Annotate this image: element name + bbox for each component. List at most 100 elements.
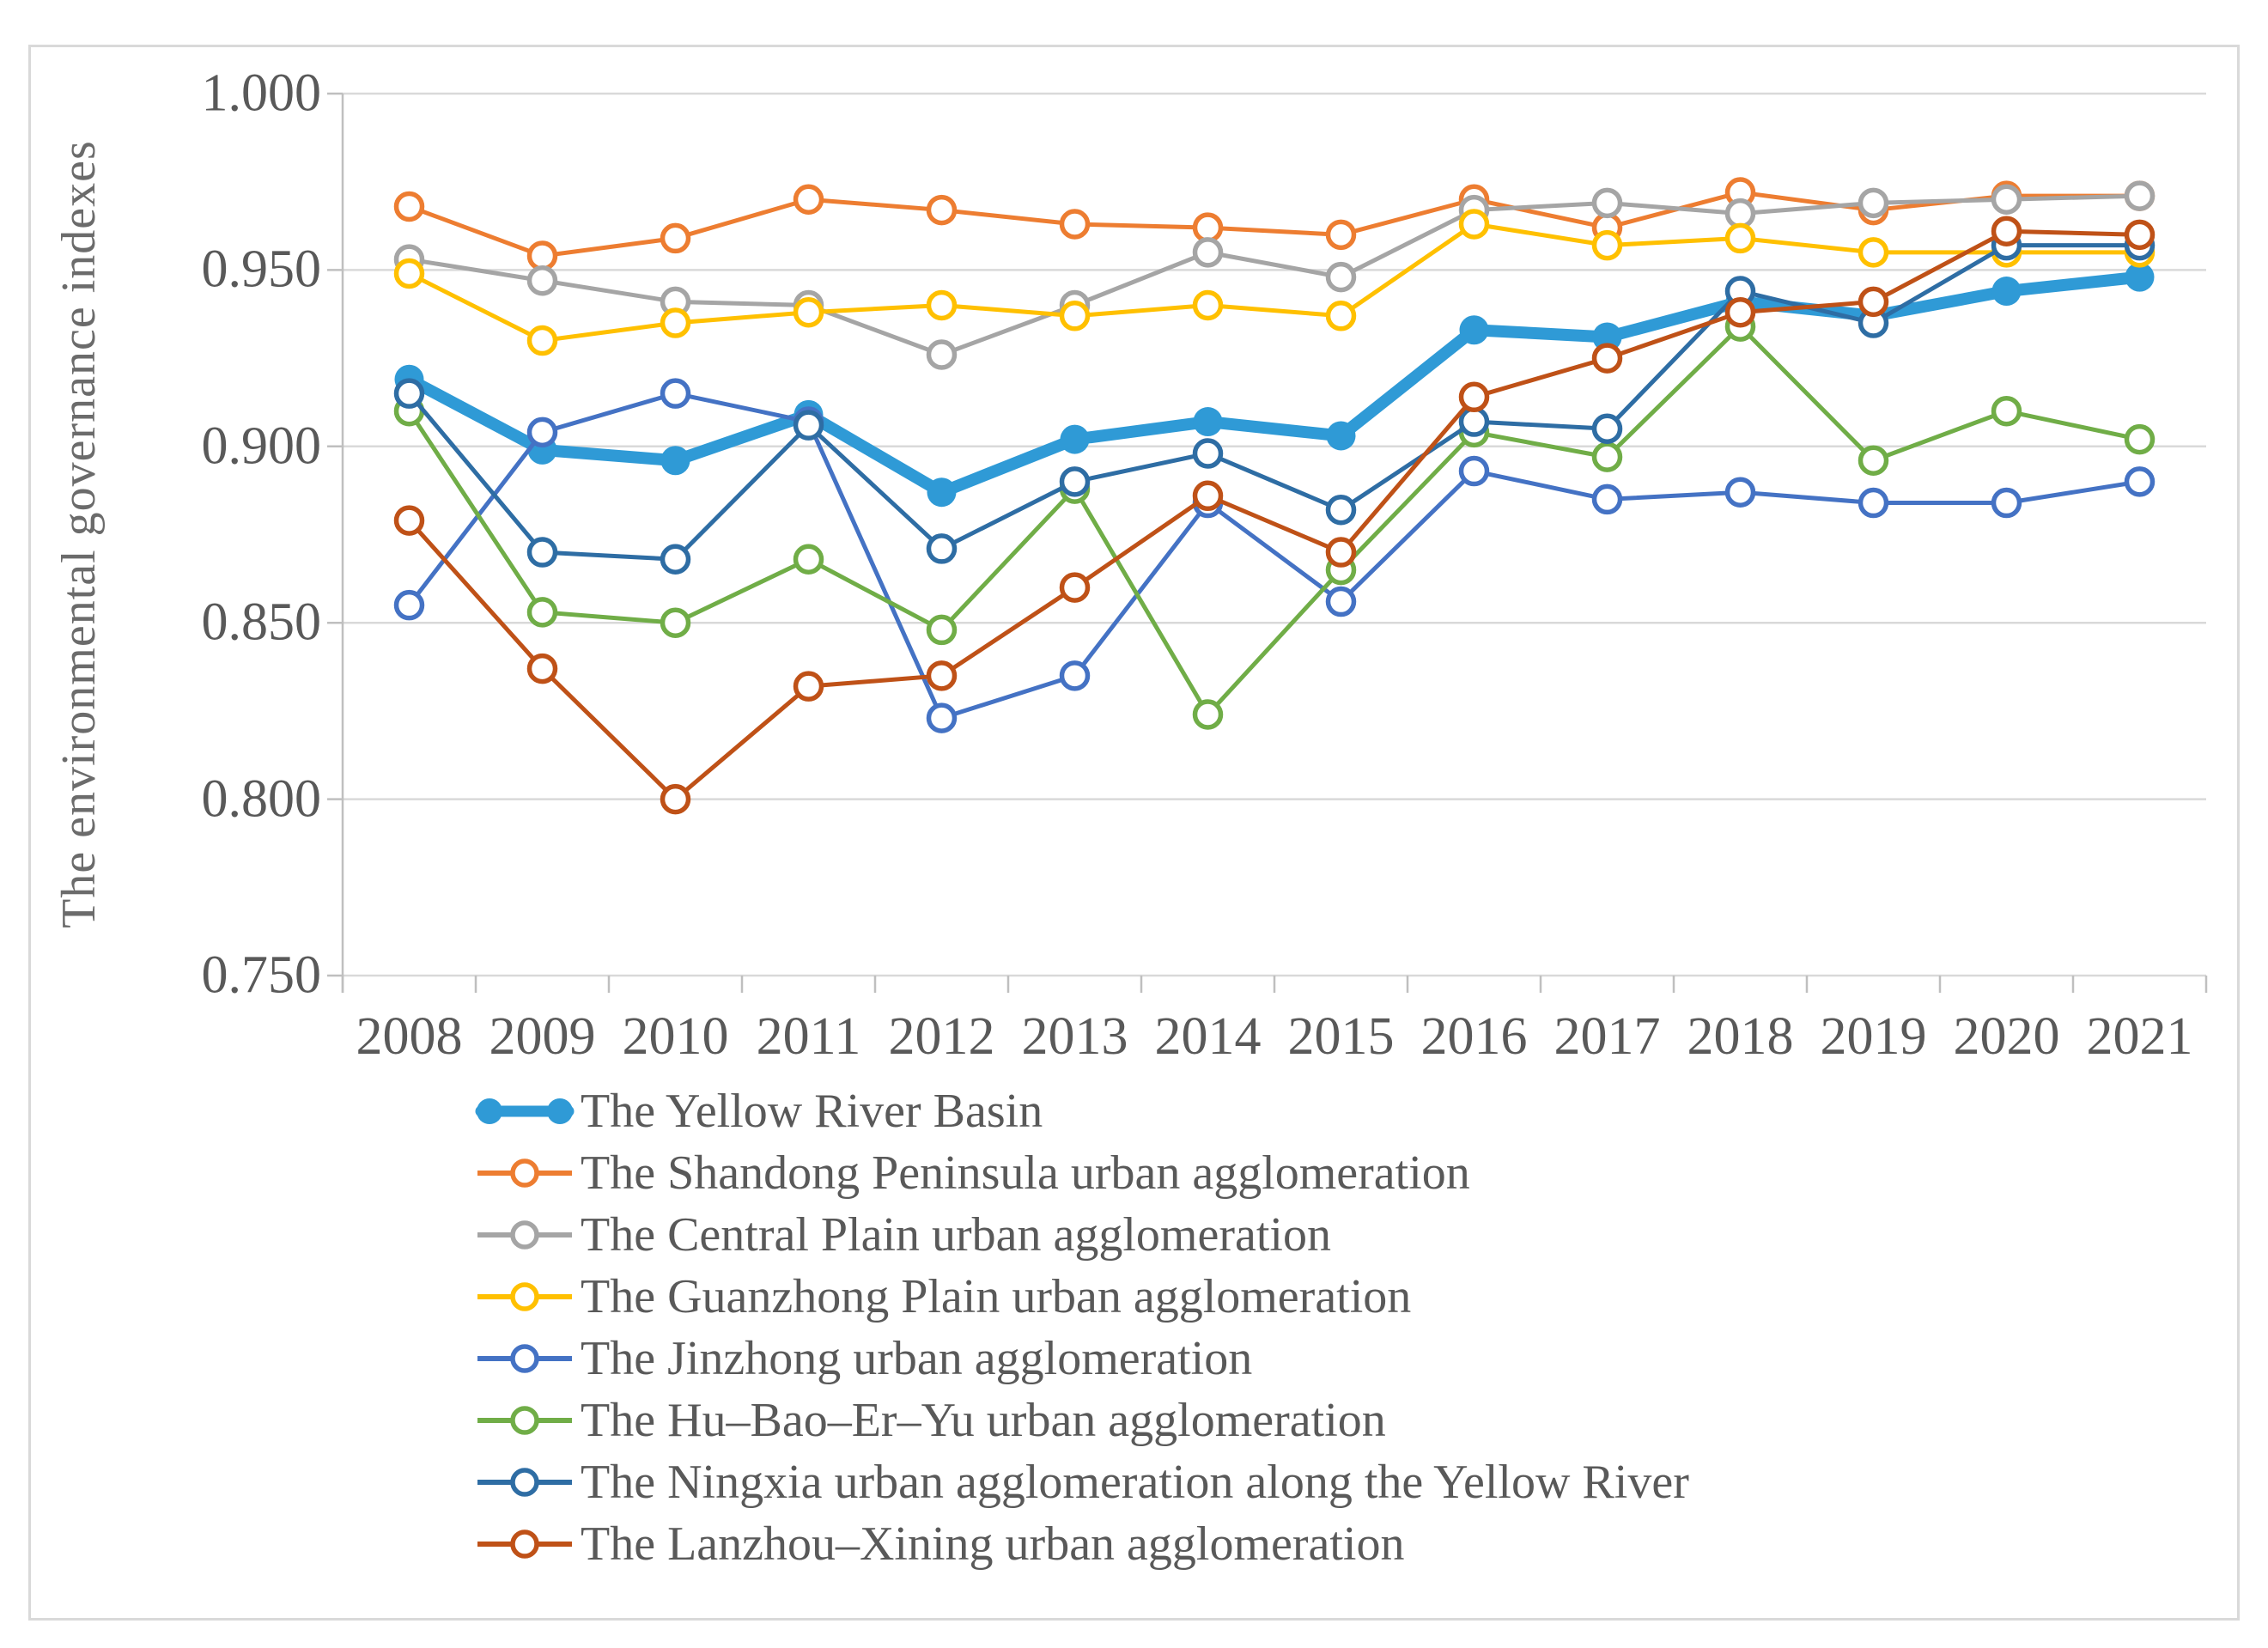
x-tick-label: 2018 xyxy=(1687,1007,1794,1066)
legend-item: The Central Plain urban agglomeration xyxy=(474,1204,1689,1266)
x-tick-label: 2013 xyxy=(1021,1007,1128,1066)
data-point xyxy=(393,378,425,409)
data-point xyxy=(660,607,691,638)
data-point xyxy=(926,702,958,733)
data-point xyxy=(1325,586,1357,617)
data-point xyxy=(926,339,958,370)
data-point xyxy=(393,505,425,536)
data-point xyxy=(1991,277,2022,307)
data-point xyxy=(2124,180,2156,211)
legend-dot xyxy=(477,1098,502,1124)
data-point xyxy=(1059,660,1091,691)
data-point xyxy=(1858,187,1889,219)
data-point xyxy=(1325,537,1357,568)
x-tick-label: 2016 xyxy=(1420,1007,1528,1066)
data-point xyxy=(1858,445,1889,476)
legend-item: The Yellow River Basin xyxy=(474,1080,1689,1142)
legend-label: The Lanzhou–Xining urban agglomeration xyxy=(581,1517,1405,1571)
legend-item: The Lanzhou–Xining urban agglomeration xyxy=(474,1513,1689,1575)
legend-open-dot xyxy=(510,1468,539,1497)
x-tick-label: 2010 xyxy=(622,1007,729,1066)
data-point xyxy=(660,378,691,409)
data-point xyxy=(1325,494,1357,526)
x-tick-label: 2009 xyxy=(489,1007,596,1066)
data-point xyxy=(1325,219,1357,251)
data-point xyxy=(2125,262,2155,292)
legend-item: The Guanzhong Plain urban agglomeration xyxy=(474,1266,1689,1328)
data-point xyxy=(660,544,691,575)
legend-dot xyxy=(547,1098,573,1124)
data-point xyxy=(926,194,958,226)
legend-marker-icon xyxy=(477,1220,572,1250)
legend-open-dot xyxy=(510,1344,539,1373)
legend-marker-icon xyxy=(477,1406,572,1435)
x-tick-label: 2008 xyxy=(356,1007,463,1066)
x-tick-label: 2012 xyxy=(888,1007,995,1066)
data-point xyxy=(1459,315,1489,345)
y-tick-label: 0.750 xyxy=(201,946,322,1005)
series-line-6 xyxy=(407,243,2142,562)
data-point xyxy=(1192,289,1224,321)
data-point xyxy=(1059,466,1091,497)
data-point xyxy=(1060,424,1090,454)
data-point xyxy=(1458,209,1490,240)
data-point xyxy=(526,653,558,684)
legend-open-dot xyxy=(510,1529,539,1559)
data-point xyxy=(1458,455,1490,487)
x-tick-label: 2020 xyxy=(1953,1007,2060,1066)
series-line-2 xyxy=(407,193,2142,357)
series-line-0 xyxy=(403,271,2146,499)
data-point xyxy=(793,544,824,575)
data-point xyxy=(1991,487,2022,519)
data-point xyxy=(1192,438,1224,469)
data-point xyxy=(1591,229,1623,261)
data-point xyxy=(793,296,824,328)
data-point xyxy=(393,589,425,621)
data-point xyxy=(660,222,691,254)
y-tick-label: 1.000 xyxy=(201,64,322,123)
legend-open-dot xyxy=(510,1282,539,1311)
y-tick-label: 0.900 xyxy=(201,417,322,476)
legend-marker-icon xyxy=(475,1098,575,1124)
data-point xyxy=(1059,572,1091,603)
legend-item: The Ningxia urban agglomeration along th… xyxy=(474,1451,1689,1513)
series-line-7 xyxy=(407,228,2142,802)
data-point xyxy=(526,325,558,356)
data-point xyxy=(2124,219,2156,251)
legend-label: The Ningxia urban agglomeration along th… xyxy=(581,1456,1689,1509)
data-point xyxy=(660,307,691,338)
x-tick-label: 2021 xyxy=(2086,1007,2193,1066)
data-point xyxy=(927,477,957,508)
data-point xyxy=(1991,216,2022,246)
data-point xyxy=(1059,301,1091,331)
data-point xyxy=(1193,407,1223,437)
legend-marker-icon xyxy=(477,1344,572,1373)
series-line-1 xyxy=(407,190,2142,258)
y-axis-title: The environmental governance indexes xyxy=(52,140,106,928)
legend-label: The Shandong Peninsula urban agglomerati… xyxy=(581,1146,1470,1200)
data-point xyxy=(793,410,824,441)
legend-marker-icon xyxy=(477,1158,572,1188)
legend-open-dot xyxy=(510,1220,539,1250)
legend-label: The Central Plain urban agglomeration xyxy=(581,1208,1331,1262)
data-point xyxy=(1458,381,1490,413)
data-point xyxy=(793,671,824,702)
data-point xyxy=(1591,483,1623,515)
data-point xyxy=(1591,441,1623,472)
data-point xyxy=(1325,261,1357,293)
legend-marker-icon xyxy=(477,1468,572,1497)
data-point xyxy=(1458,406,1490,437)
y-tick-label: 0.950 xyxy=(201,240,322,299)
data-point xyxy=(926,660,958,691)
data-point xyxy=(1591,343,1623,374)
data-point xyxy=(1326,421,1356,451)
data-point xyxy=(1858,286,1889,318)
y-tick-label: 0.800 xyxy=(201,769,322,829)
data-point xyxy=(526,240,558,271)
legend-item: The Shandong Peninsula urban agglomerati… xyxy=(474,1142,1689,1204)
data-point xyxy=(1059,209,1091,240)
data-point xyxy=(1325,301,1357,331)
data-point xyxy=(1591,413,1623,445)
data-point xyxy=(1192,699,1224,730)
